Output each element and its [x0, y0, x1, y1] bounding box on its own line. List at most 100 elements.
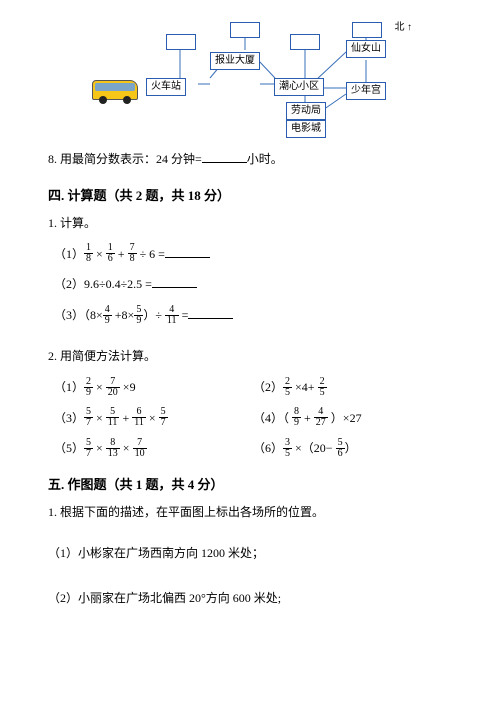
frac: 611	[132, 407, 146, 428]
frac: 511	[106, 407, 120, 428]
sec4-item2: （2）9.6÷0.4÷2.5 =	[48, 273, 452, 296]
frac: 29	[84, 377, 93, 398]
frac: 57	[159, 407, 168, 428]
t: ×（20−	[292, 441, 336, 455]
d: 5	[283, 449, 292, 459]
sec4-p1: 1. 计算。	[48, 212, 452, 235]
d: 9	[84, 388, 93, 398]
d: 6	[106, 254, 115, 264]
frac: 427	[314, 407, 328, 428]
g1: （1）29 × 720 ×9	[54, 376, 253, 399]
t: ×	[93, 247, 106, 261]
t: ×	[93, 441, 106, 455]
node-empty-3	[290, 34, 320, 50]
frac-7-8: 78	[128, 243, 137, 264]
d: 8	[84, 254, 93, 264]
frac: 813	[106, 438, 120, 459]
t: ×	[146, 411, 159, 425]
frac-4-11: 411	[165, 305, 179, 326]
t: （1）	[54, 247, 84, 261]
sec4-row-1: （1）29 × 720 ×9 （2）25 ×4+ 25	[48, 376, 452, 399]
d: 9	[292, 418, 301, 428]
n: 2	[84, 377, 93, 388]
node-empty-1	[166, 34, 196, 50]
d: 5	[283, 388, 292, 398]
t: ）×27	[328, 411, 362, 425]
sec4-p2: 2. 用简便方法计算。	[48, 345, 452, 368]
frac: 720	[106, 377, 120, 398]
sec5-p1: 1. 根据下面的描述，在平面图上标出各场所的位置。	[48, 501, 452, 524]
node-shaonian: 少年宫	[346, 82, 386, 100]
node-empty-2	[230, 22, 260, 38]
d: 7	[159, 418, 168, 428]
sec5-i1: （1）小彬家在广场西南方向 1200 米处；	[48, 542, 452, 565]
frac: 25	[283, 377, 292, 398]
sec4-row-2: （3）57 × 511 + 611 × 57 （4）（ 89 + 427 ）×2…	[48, 407, 452, 430]
g2: （2）25 ×4+ 25	[253, 376, 452, 399]
t: +	[119, 411, 132, 425]
blank	[152, 276, 197, 288]
n: 2	[283, 377, 292, 388]
frac-1-6: 16	[106, 243, 115, 264]
node-laodong: 劳动局	[286, 102, 326, 120]
n: 2	[318, 377, 327, 388]
t: ）	[345, 441, 357, 455]
frac-1-8: 18	[84, 243, 93, 264]
g3: （3）57 × 511 + 611 × 57	[54, 407, 253, 430]
node-chaoxin: 潮心小区	[274, 78, 324, 96]
north-indicator: 北 ↑	[395, 22, 413, 34]
q8-suffix: 小时。	[247, 152, 283, 166]
d: 20	[106, 388, 120, 398]
sec4-item1: （1）18 × 16 + 78 ÷ 6 =	[48, 243, 452, 266]
t: +	[301, 411, 314, 425]
d: 7	[84, 449, 93, 459]
node-empty-4	[352, 22, 382, 38]
d: 27	[314, 418, 328, 428]
section-4-title: 四. 计算题（共 2 题，共 18 分）	[48, 185, 452, 204]
t: ÷ 6 =	[137, 247, 165, 261]
sec4-item3: （3）（8×49 +8×59）÷ 411 =	[48, 304, 452, 327]
frac: 89	[292, 407, 301, 428]
g5: （5）57 × 813 × 710	[54, 437, 253, 460]
t: （3）	[54, 411, 84, 425]
d: 5	[318, 388, 327, 398]
g6: （6）35 ×（20− 5 6）	[253, 437, 452, 460]
d: 13	[106, 449, 120, 459]
map-diagram: 北 ↑ 仙女山 火车站 报业大厦 潮心小区 劳动局 少年宫 电影城	[110, 20, 390, 130]
t: +8×	[112, 308, 135, 322]
q8-blank	[202, 151, 247, 163]
t: （2）9.6÷0.4÷2.5 =	[54, 277, 152, 291]
blank	[188, 307, 233, 319]
t: （3）（8×	[54, 308, 103, 322]
sec4-row-3: （5）57 × 813 × 710 （6）35 ×（20− 56）	[48, 437, 452, 460]
t: ×	[93, 411, 106, 425]
frac: 710	[133, 438, 147, 459]
node-xiannvshan: 仙女山	[346, 40, 386, 58]
t: +	[115, 247, 128, 261]
node-baoye: 报业大厦	[210, 52, 260, 70]
t: ）÷	[143, 308, 165, 322]
frac: 35	[283, 438, 292, 459]
sec5-i2: （2）小丽家在广场北偏西 20°方向 600 米处;	[48, 587, 452, 610]
frac: 57	[84, 407, 93, 428]
frac: 25	[318, 377, 327, 398]
bus-icon	[92, 80, 140, 108]
t: （6）	[253, 441, 283, 455]
frac-5-9: 59	[134, 305, 143, 326]
g4: （4）（ 89 + 427 ）×27	[253, 407, 452, 430]
d: 11	[132, 418, 146, 428]
d: 6	[336, 449, 345, 459]
d: 10	[133, 449, 147, 459]
section-5-title: 五. 作图题（共 1 题，共 4 分）	[48, 474, 452, 493]
n: 7	[106, 377, 120, 388]
d: 9	[134, 316, 143, 326]
node-dianying: 电影城	[286, 120, 326, 138]
blank	[165, 246, 210, 258]
t: ×4+	[292, 380, 318, 394]
d: 11	[106, 418, 120, 428]
t: （2）	[253, 380, 283, 394]
t: （5）	[54, 441, 84, 455]
d: 8	[128, 254, 137, 264]
d: 11	[165, 316, 179, 326]
node-huoche: 火车站	[146, 78, 186, 96]
